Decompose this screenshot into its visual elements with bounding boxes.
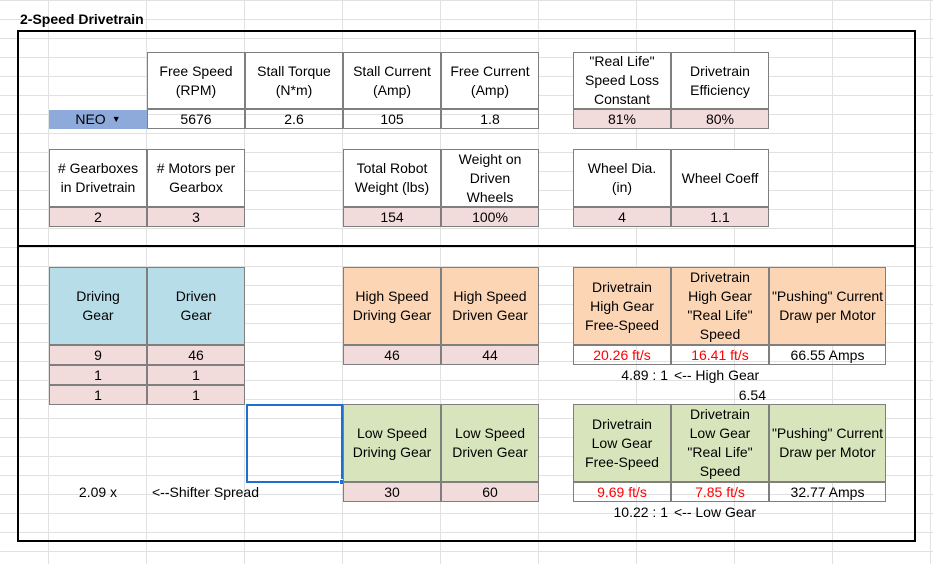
efficiency-value[interactable]: 80%	[671, 109, 769, 129]
selected-cell[interactable]	[246, 404, 343, 483]
stall-current-header: Stall Current (Amp)	[343, 52, 441, 109]
stall-current-value[interactable]: 105	[343, 109, 441, 129]
stall-torque-value[interactable]: 2.6	[245, 109, 343, 129]
high-free-speed-header: Drivetrain High Gear Free-Speed	[573, 267, 671, 345]
high-driven-gear-header: High Speed Driven Gear	[441, 267, 539, 345]
high-free-speed-value: 20.26 ft/s	[573, 345, 671, 365]
high-pushing-current-value: 66.55 Amps	[769, 345, 886, 365]
stall-torque-header: Stall Torque (N*m)	[245, 52, 343, 109]
stage3-driven[interactable]: 1	[147, 385, 245, 405]
wheel-coeff-value[interactable]: 1.1	[671, 207, 769, 227]
driving-gear-header: Driving Gear	[49, 267, 147, 345]
free-speed-value[interactable]: 5676	[147, 109, 245, 129]
stage2-driven[interactable]: 1	[147, 365, 245, 385]
gearboxes-header: # Gearboxes in Drivetrain	[49, 149, 147, 207]
robot-weight-header: Total Robot Weight (lbs)	[343, 149, 441, 207]
high-driving-gear-value[interactable]: 46	[343, 345, 441, 365]
speed-loss-header: "Real Life" Speed Loss Constant	[573, 52, 671, 109]
high-gear-ratio-label: <-- High Gear	[674, 366, 760, 383]
section-divider	[17, 245, 916, 247]
shifter-spread-label: <--Shifter Spread	[152, 483, 259, 500]
high-gear-extra-value: 6.54	[738, 386, 766, 403]
stage1-driven[interactable]: 46	[147, 345, 245, 365]
high-gear-ratio: 4.89 : 1	[621, 366, 668, 383]
high-driven-gear-value[interactable]: 44	[441, 345, 539, 365]
wheel-dia-value[interactable]: 4	[573, 207, 671, 227]
motors-per-gearbox-header: # Motors per Gearbox	[147, 149, 245, 207]
wheel-coeff-header: Wheel Coeff	[671, 149, 769, 207]
motor-select-value: NEO	[75, 111, 106, 127]
low-free-speed-value: 9.69 ft/s	[573, 482, 671, 502]
robot-weight-value[interactable]: 154	[343, 207, 441, 227]
motors-per-gearbox-value[interactable]: 3	[147, 207, 245, 227]
wheel-dia-header: Wheel Dia. (in)	[573, 149, 671, 207]
gearboxes-value[interactable]: 2	[49, 207, 147, 227]
driven-weight-header: Weight on Driven Wheels	[441, 149, 539, 207]
free-speed-header: Free Speed (RPM)	[147, 52, 245, 109]
low-real-speed-header: Drivetrain Low Gear "Real Life" Speed	[671, 404, 769, 482]
high-real-speed-value: 16.41 ft/s	[671, 345, 769, 365]
stage2-driving[interactable]: 1	[49, 365, 147, 385]
efficiency-header: Drivetrain Efficiency	[671, 52, 769, 109]
low-gear-ratio: 10.22 : 1	[613, 503, 669, 520]
stage1-driving[interactable]: 9	[49, 345, 147, 365]
low-driving-gear-value[interactable]: 30	[343, 482, 441, 502]
low-driving-gear-header: Low Speed Driving Gear	[343, 404, 441, 482]
stage3-driving[interactable]: 1	[49, 385, 147, 405]
motor-select-dropdown[interactable]: NEO ▼	[49, 110, 147, 129]
low-pushing-current-value: 32.77 Amps	[769, 482, 886, 502]
chevron-down-icon[interactable]: ▼	[111, 114, 121, 124]
speed-loss-value[interactable]: 81%	[573, 109, 671, 129]
sheet-title: 2-Speed Drivetrain	[20, 11, 144, 27]
low-pushing-current-header: "Pushing" Current Draw per Motor	[769, 404, 886, 482]
high-pushing-current-header: "Pushing" Current Draw per Motor	[769, 267, 886, 345]
high-real-speed-header: Drivetrain High Gear "Real Life" Speed	[671, 267, 769, 345]
low-gear-ratio-label: <-- Low Gear	[674, 503, 757, 520]
high-driving-gear-header: High Speed Driving Gear	[343, 267, 441, 345]
driven-weight-value[interactable]: 100%	[441, 207, 539, 227]
low-real-speed-value: 7.85 ft/s	[671, 482, 769, 502]
low-free-speed-header: Drivetrain Low Gear Free-Speed	[573, 404, 671, 482]
low-driven-gear-header: Low Speed Driven Gear	[441, 404, 539, 482]
free-current-header: Free Current (Amp)	[441, 52, 539, 109]
drivetrain-frame	[17, 30, 916, 542]
low-driven-gear-value[interactable]: 60	[441, 482, 539, 502]
driven-gear-header: Driven Gear	[147, 267, 245, 345]
free-current-value[interactable]: 1.8	[441, 109, 539, 129]
shifter-spread-value: 2.09 x	[78, 483, 118, 500]
